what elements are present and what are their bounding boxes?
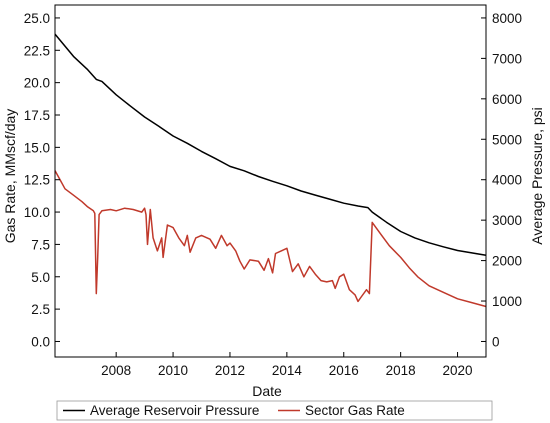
y-left-tick-label: 12.5 [24, 173, 50, 188]
y-right-tick-label: 3000 [492, 213, 522, 228]
y-left-tick-label: 25.0 [24, 11, 50, 26]
legend-label-gas-rate: Sector Gas Rate [305, 403, 405, 418]
y-axis-right-title: Average Pressure, psi [529, 107, 545, 244]
y-right-tick-label: 8000 [492, 11, 522, 26]
y-right-tick-label: 1000 [492, 294, 522, 309]
y-left-tick-label: 0.0 [31, 334, 50, 349]
x-tick-label: 2010 [158, 363, 188, 378]
axes: 2008 2010 2012 2014 2016 2018 2020 0.0 2.5 5.0 7.5… [24, 4, 522, 378]
legend-box [56, 400, 493, 421]
legend: Average Reservoir Pressure Sector Gas Ra… [56, 400, 493, 421]
x-tick-label: 2014 [272, 363, 303, 378]
y-left-tick-label: 20.0 [24, 76, 50, 91]
plot-frame [54, 4, 487, 358]
y-right-tick-label: 2000 [492, 254, 522, 269]
y-left-tick-label: 17.5 [24, 108, 50, 123]
y-axis-left-title: Gas Rate, MMscf/day [2, 109, 18, 244]
plot-area [54, 33, 487, 308]
y-left-tick-label: 15.0 [24, 140, 50, 155]
pressure-series-line [54, 33, 487, 257]
y-right-tick-label: 5000 [492, 132, 522, 147]
x-axis-title: Date [252, 383, 282, 399]
y-right-tick-label: 0 [492, 334, 500, 349]
legend-label-pressure: Average Reservoir Pressure [90, 403, 259, 418]
y-left-tick-label: 22.5 [24, 43, 50, 58]
x-tick-label: 2008 [101, 363, 131, 378]
y-right-tick-label: 7000 [492, 51, 522, 66]
x-tick-label: 2016 [329, 363, 359, 378]
y-right-tick-label: 4000 [492, 173, 522, 188]
gas-rate-series-line [54, 170, 487, 308]
y-left-tick-label: 2.5 [31, 302, 50, 317]
x-tick-label: 2012 [215, 363, 245, 378]
x-tick-label: 2018 [386, 363, 416, 378]
y-left-tick-label: 5.0 [31, 270, 50, 285]
y-left-tick-label: 10.0 [24, 205, 50, 220]
x-tick-label: 2020 [443, 363, 473, 378]
y-left-tick-label: 7.5 [31, 237, 50, 252]
y-right-tick-label: 6000 [492, 92, 522, 107]
